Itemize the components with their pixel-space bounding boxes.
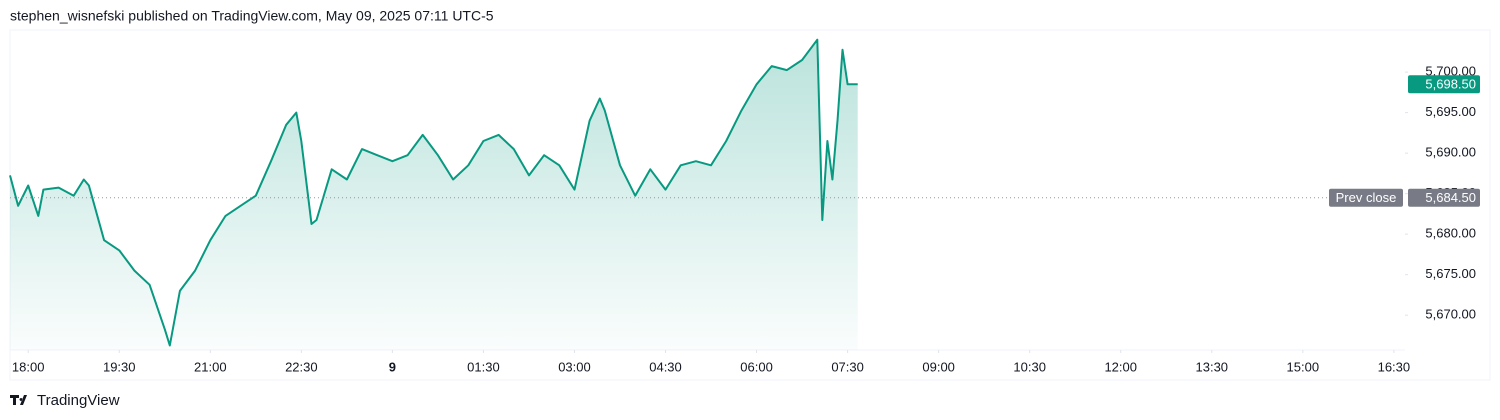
x-tick-label: 19:30 [103, 359, 136, 374]
x-tick-label: 22:30 [285, 359, 318, 374]
x-tick-label: 01:30 [467, 359, 500, 374]
footer: TradingView [37, 392, 120, 409]
y-tick-label: 5,675.00 [1425, 266, 1476, 281]
x-tick-label: 09:00 [922, 359, 955, 374]
x-tick-label: 10:30 [1013, 359, 1046, 374]
x-tick-label: 18:00 [12, 359, 45, 374]
y-tick-label: 5,695.00 [1425, 104, 1476, 119]
x-tick-label: 9 [389, 359, 396, 374]
x-tick-label: 06:00 [740, 359, 773, 374]
prev-close-box [1408, 188, 1480, 207]
x-tick-label: 21:00 [194, 359, 227, 374]
prev-close-label: 5,684.50 [1425, 190, 1476, 205]
y-tick-label: 5,670.00 [1425, 307, 1476, 322]
y-tick-label: 5,680.00 [1425, 226, 1476, 241]
x-tick-label: 07:30 [831, 359, 864, 374]
x-tick-label: 15:00 [1287, 359, 1320, 374]
header: stephen_wisnefski published on TradingVi… [10, 8, 494, 24]
last-price-box [1408, 75, 1480, 94]
x-tick-label: 13:30 [1196, 359, 1229, 374]
y-tick-label: 5,700.00 [1425, 64, 1476, 79]
logo [10, 395, 27, 405]
area [10, 39, 858, 350]
prev-close-name: Prev close [1336, 190, 1397, 205]
x-tick-label: 03:00 [558, 359, 591, 374]
x-tick-label: 12:00 [1104, 359, 1137, 374]
x-tick-label: 16:30 [1378, 359, 1411, 374]
prev-close-tag [1329, 188, 1403, 207]
y-tick-label: 5,690.00 [1425, 145, 1476, 160]
last-price-label: 5,698.50 [1425, 77, 1476, 92]
x-tick-label: 04:30 [649, 359, 682, 374]
price-line [9, 38, 858, 347]
